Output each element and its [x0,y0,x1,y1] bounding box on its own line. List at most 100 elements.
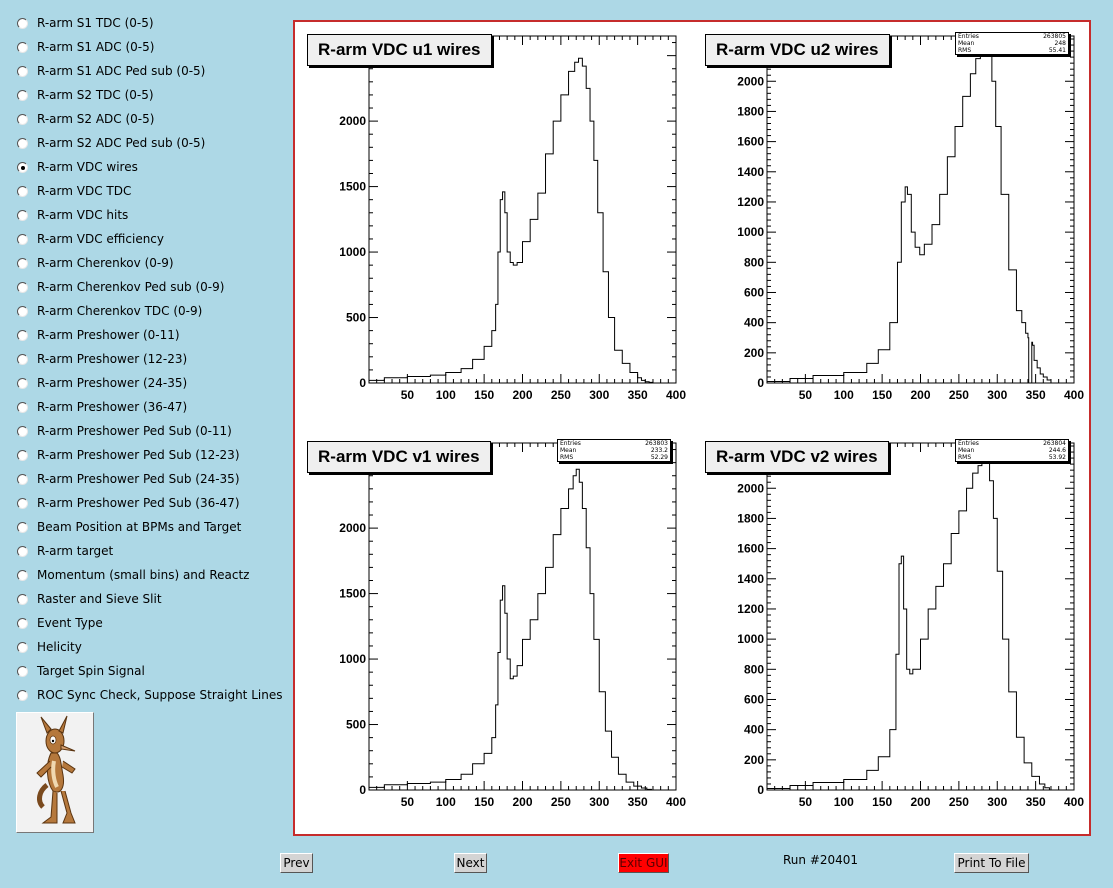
statistics-value: 263803 [645,440,668,447]
radio-button[interactable] [17,450,28,461]
y-tick-label: 1000 [737,632,764,646]
radio-button[interactable] [17,18,28,29]
radio-button[interactable] [17,354,28,365]
x-tick-label: 250 [551,795,571,809]
radio-option-label: R-arm VDC wires [37,160,138,174]
radio-option[interactable]: Momentum (small bins) and Reactz [0,563,290,587]
y-tick-label: 800 [744,662,764,676]
radio-option[interactable]: Target Spin Signal [0,659,290,683]
y-tick-label: 800 [744,255,764,269]
radio-button[interactable] [17,522,28,533]
radio-option[interactable]: R-arm Cherenkov (0-9) [0,251,290,275]
radio-button[interactable] [17,90,28,101]
statistics-key: RMS [958,47,972,54]
radio-option[interactable]: R-arm Preshower Ped Sub (24-35) [0,467,290,491]
statistics-row: Entries 263804 [956,440,1068,447]
radio-button[interactable] [17,330,28,341]
radio-option[interactable]: Beam Position at BPMs and Target [0,515,290,539]
histogram-svg: 50 100 150 200 250 300 350 400 0 500 1000 1500 2000 [339,35,686,402]
radio-option[interactable]: R-arm Cherenkov TDC (0-9) [0,299,290,323]
radio-option[interactable]: R-arm target [0,539,290,563]
radio-button[interactable] [17,42,28,53]
plot-frame [766,442,1075,791]
y-tick-label: 1000 [339,652,366,666]
radio-button[interactable] [17,114,28,125]
radio-button[interactable] [17,210,28,221]
radio-option[interactable]: R-arm VDC TDC [0,179,290,203]
radio-option-label: R-arm Preshower Ped Sub (24-35) [37,472,240,486]
radio-option[interactable]: R-arm Preshower Ped Sub (0-11) [0,419,290,443]
y-tick-label: 1000 [737,225,764,239]
radio-button[interactable] [17,258,28,269]
radio-button[interactable] [17,234,28,245]
radio-option[interactable]: R-arm VDC efficiency [0,227,290,251]
y-tick-label: 200 [744,346,764,360]
x-tick-label: 200 [910,795,930,809]
histogram-selector-list: R-arm S1 TDC (0-5) R-arm S1 ADC (0-5) R-ar… [0,11,290,707]
radio-option[interactable]: R-arm S1 ADC Ped sub (0-5) [0,59,290,83]
radio-button[interactable] [17,498,28,509]
radio-option-label: R-arm Preshower (36-47) [37,400,188,414]
radio-button[interactable] [17,306,28,317]
prev-button[interactable]: Prev [280,853,313,873]
radio-button[interactable] [17,402,28,413]
radio-option[interactable]: R-arm Preshower (24-35) [0,371,290,395]
x-tick-label: 50 [799,795,813,809]
statistics-value: 233.2 [650,447,668,454]
radio-button[interactable] [17,426,28,437]
statistics-key: Entries [958,33,979,40]
radio-button[interactable] [17,378,28,389]
histogram-svg: 50 100 150 200 250 300 350 400 0 200 400 600 800 1000… [737,442,1084,809]
radio-button[interactable] [17,186,28,197]
radio-option[interactable]: Raster and Sieve Slit [0,587,290,611]
histogram-line [766,41,1053,384]
y-tick-label: 500 [346,718,366,732]
radio-option[interactable]: R-arm S2 ADC (0-5) [0,107,290,131]
x-tick-label: 200 [910,388,930,402]
radio-button[interactable] [17,162,28,173]
radio-button[interactable] [17,138,28,149]
radio-option[interactable]: R-arm Preshower (12-23) [0,347,290,371]
radio-option[interactable]: Helicity [0,635,290,659]
radio-button[interactable] [17,642,28,653]
radio-button[interactable] [17,282,28,293]
radio-option[interactable]: R-arm S2 TDC (0-5) [0,83,290,107]
radio-option[interactable]: ROC Sync Check, Suppose Straight Lines [0,683,290,707]
histogram-pad-u1: 50 100 150 200 250 300 350 400 0 500 1000 1500 2000 R… [303,30,691,430]
radio-option[interactable]: R-arm S1 ADC (0-5) [0,35,290,59]
radio-selected-dot [20,165,25,170]
radio-button[interactable] [17,666,28,677]
radio-button[interactable] [17,66,28,77]
next-button[interactable]: Next [454,853,487,873]
statistics-key: Mean [958,40,975,47]
radio-button[interactable] [17,570,28,581]
radio-option[interactable]: Event Type [0,611,290,635]
radio-option[interactable]: R-arm Preshower Ped Sub (12-23) [0,443,290,467]
radio-option-label: R-arm S2 TDC (0-5) [37,88,154,102]
statistics-value: 53.92 [1048,454,1066,461]
radio-button[interactable] [17,474,28,485]
radio-option[interactable]: R-arm VDC hits [0,203,290,227]
print-to-file-button[interactable]: Print To File [954,853,1029,873]
statistics-row: Entries 263803 [558,440,670,447]
radio-button[interactable] [17,690,28,701]
exit-gui-button[interactable]: Exit GUI [618,853,669,873]
radio-option-label: R-arm Preshower Ped Sub (12-23) [37,448,240,462]
radio-option[interactable]: R-arm Preshower Ped Sub (36-47) [0,491,290,515]
radio-option[interactable]: R-arm S2 ADC Ped sub (0-5) [0,131,290,155]
radio-option[interactable]: R-arm Preshower (0-11) [0,323,290,347]
x-tick-label: 150 [872,388,892,402]
radio-button[interactable] [17,546,28,557]
radio-option[interactable]: R-arm Preshower (36-47) [0,395,290,419]
radio-button[interactable] [17,618,28,629]
radio-button[interactable] [17,594,28,605]
radio-option[interactable]: R-arm Cherenkov Ped sub (0-9) [0,275,290,299]
statistics-row: Mean 248 [956,40,1068,47]
statistics-box: Entries 263803 Mean 233.2 RMS 52.29 [557,439,671,462]
radio-option[interactable]: R-arm VDC wires [0,155,290,179]
radio-option[interactable]: R-arm S1 TDC (0-5) [0,11,290,35]
x-tick-label: 350 [1026,388,1046,402]
run-number-label: Run #20401 [783,853,859,867]
histogram-svg: 50 100 150 200 250 300 350 400 0 200 400 600 800 1000… [737,35,1084,402]
y-tick-label: 1600 [737,135,764,149]
